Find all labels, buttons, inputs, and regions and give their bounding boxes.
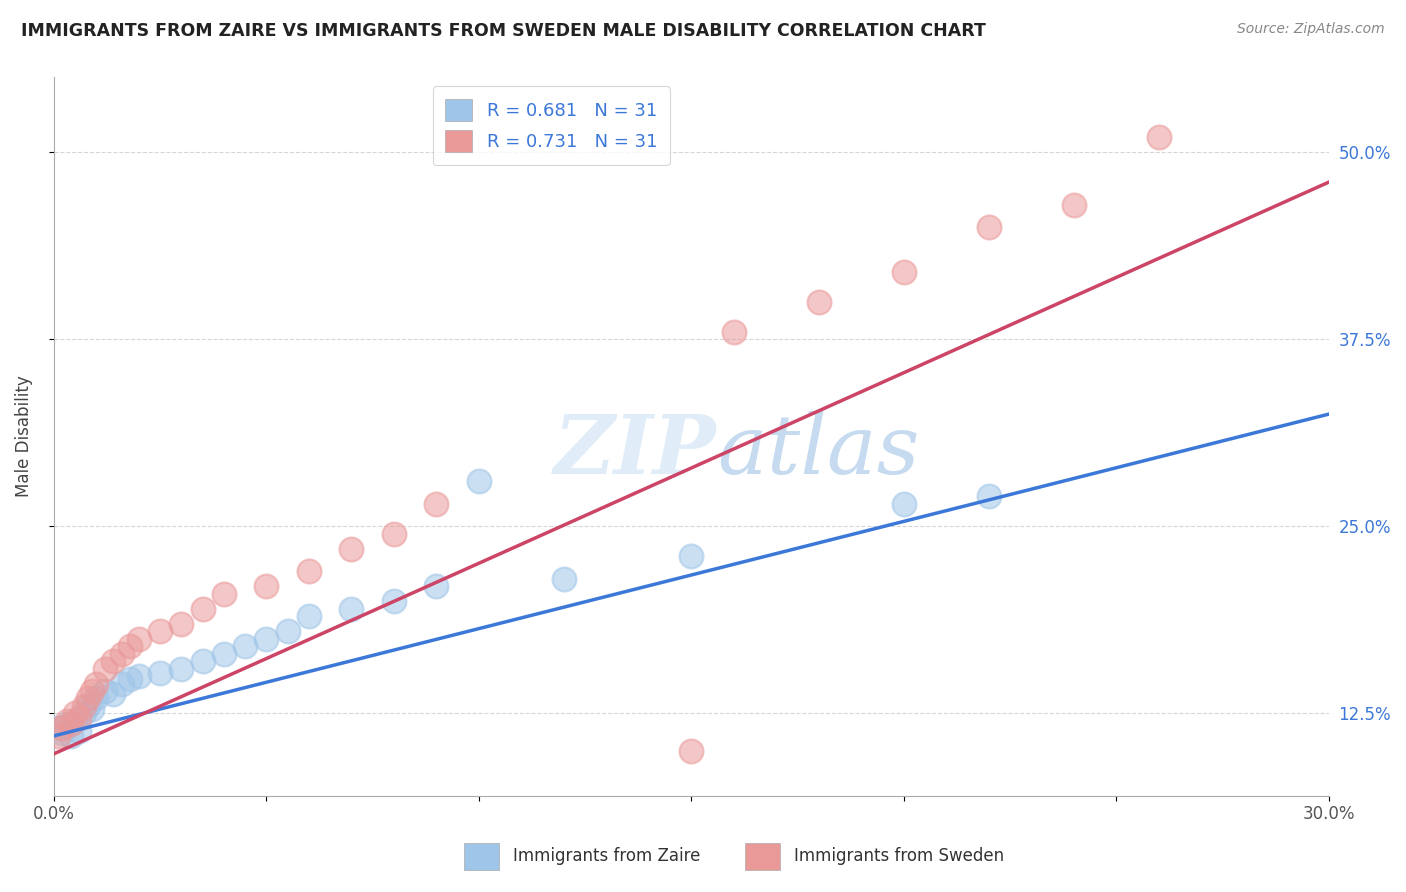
Text: Immigrants from Sweden: Immigrants from Sweden bbox=[794, 847, 1004, 865]
Point bbox=[1063, 197, 1085, 211]
Point bbox=[120, 639, 142, 653]
Text: IMMIGRANTS FROM ZAIRE VS IMMIGRANTS FROM SWEDEN MALE DISABILITY CORRELATION CHAR: IMMIGRANTS FROM ZAIRE VS IMMIGRANTS FROM… bbox=[21, 22, 986, 40]
Point bbox=[723, 325, 745, 339]
Point bbox=[67, 711, 90, 725]
Point bbox=[51, 726, 73, 740]
Point bbox=[233, 639, 256, 653]
Point bbox=[94, 662, 117, 676]
Point bbox=[254, 579, 277, 593]
Point bbox=[382, 594, 405, 608]
Point bbox=[59, 729, 82, 743]
Point bbox=[170, 662, 193, 676]
Point bbox=[340, 541, 363, 556]
Point bbox=[86, 676, 108, 690]
Point bbox=[807, 294, 830, 309]
Text: atlas: atlas bbox=[717, 411, 920, 491]
Point bbox=[46, 722, 69, 736]
Point bbox=[382, 527, 405, 541]
Point bbox=[170, 616, 193, 631]
Point bbox=[149, 624, 172, 639]
Legend: R = 0.681   N = 31, R = 0.731   N = 31: R = 0.681 N = 31, R = 0.731 N = 31 bbox=[433, 87, 669, 165]
Point bbox=[893, 497, 915, 511]
Point bbox=[80, 702, 103, 716]
Point bbox=[103, 654, 125, 668]
Point bbox=[94, 684, 117, 698]
Point bbox=[425, 579, 447, 593]
Point bbox=[468, 475, 491, 489]
Point bbox=[977, 490, 1000, 504]
Point bbox=[553, 572, 575, 586]
Point bbox=[120, 672, 142, 686]
Point bbox=[149, 666, 172, 681]
Point bbox=[46, 729, 69, 743]
Point bbox=[128, 669, 150, 683]
Point bbox=[63, 706, 86, 721]
Point bbox=[111, 676, 134, 690]
Point bbox=[55, 717, 77, 731]
Point bbox=[86, 691, 108, 706]
Point bbox=[425, 497, 447, 511]
Point bbox=[63, 714, 86, 728]
Y-axis label: Male Disability: Male Disability bbox=[15, 376, 32, 498]
Point bbox=[298, 609, 321, 624]
Point bbox=[80, 684, 103, 698]
Point bbox=[681, 549, 703, 564]
Point bbox=[340, 601, 363, 615]
Point bbox=[72, 698, 94, 713]
Point bbox=[51, 722, 73, 736]
Point bbox=[1147, 130, 1170, 145]
Point bbox=[893, 265, 915, 279]
Point bbox=[191, 601, 214, 615]
Point bbox=[298, 564, 321, 578]
Point bbox=[254, 632, 277, 646]
Point bbox=[212, 587, 235, 601]
Point bbox=[76, 698, 98, 713]
Point bbox=[55, 714, 77, 728]
Point bbox=[681, 744, 703, 758]
Point bbox=[977, 220, 1000, 235]
Text: Source: ZipAtlas.com: Source: ZipAtlas.com bbox=[1237, 22, 1385, 37]
Text: ZIP: ZIP bbox=[554, 411, 717, 491]
Text: Immigrants from Zaire: Immigrants from Zaire bbox=[513, 847, 700, 865]
Point bbox=[67, 724, 90, 739]
Point bbox=[76, 691, 98, 706]
Point bbox=[59, 717, 82, 731]
Point bbox=[103, 687, 125, 701]
Point bbox=[128, 632, 150, 646]
Point bbox=[212, 647, 235, 661]
Point bbox=[191, 654, 214, 668]
Point bbox=[277, 624, 299, 639]
Point bbox=[111, 647, 134, 661]
Point bbox=[72, 706, 94, 721]
